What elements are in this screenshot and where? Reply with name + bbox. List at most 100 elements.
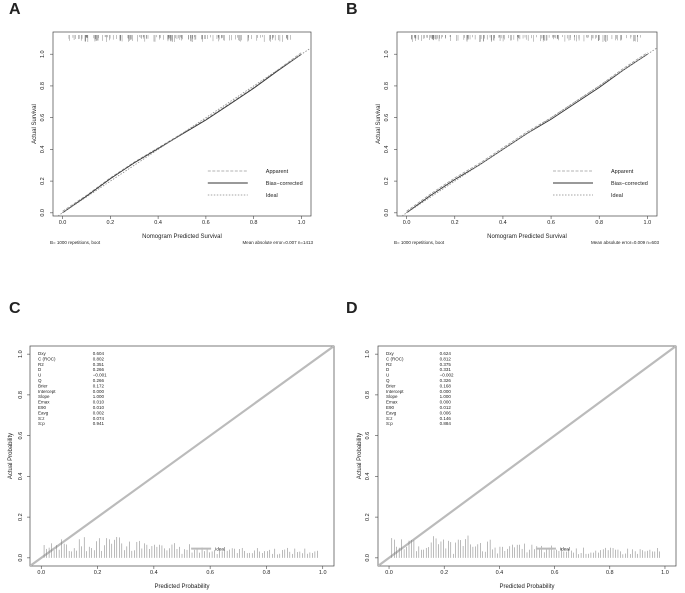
y-tick-label-c: 1.0 <box>18 350 24 358</box>
stat-value-c-9: 0.010 <box>93 400 105 405</box>
stat-name-d-13: S:p <box>386 421 393 426</box>
stat-value-d-6: 0.168 <box>440 383 452 388</box>
x-tick-label-a: 0.6 <box>202 220 210 226</box>
stat-name-c-1: C (ROC) <box>38 356 56 361</box>
footnote-right-a: Mean absolute error=0.007 n=1413 <box>242 240 313 245</box>
stat-name-c-7: Intercept <box>38 389 56 394</box>
footnote-right-b: Mean absolute error=0.009 n=603 <box>591 240 660 245</box>
x-tick-label-a: 0.8 <box>250 220 258 226</box>
stat-name-d-1: C (ROC) <box>386 356 404 361</box>
stat-name-d-8: Slope <box>386 394 398 399</box>
series-line-b-1 <box>406 53 648 214</box>
stat-value-d-12: 0.146 <box>440 416 452 421</box>
stat-value-d-0: 0.624 <box>440 351 452 356</box>
stat-value-d-9: 0.000 <box>440 400 452 405</box>
stat-value-d-8: 1.000 <box>440 394 452 399</box>
stat-name-d-10: E90 <box>386 405 395 410</box>
y-tick-label-b: 0.0 <box>384 209 390 217</box>
stat-name-d-7: Intercept <box>386 389 404 394</box>
stat-value-d-11: 0.006 <box>440 410 452 415</box>
y-axis-label-b: Actual Survival <box>376 104 382 144</box>
legend-label-a-1: Bias−corrected <box>266 181 303 187</box>
x-tick-label-a: 0.0 <box>59 220 67 226</box>
series-line-d-0 <box>378 346 676 566</box>
x-tick-label-b: 0.4 <box>499 220 507 226</box>
y-tick-label-d: 0.4 <box>365 473 371 481</box>
stat-value-d-4: −0.002 <box>440 373 454 378</box>
series-line-b-0 <box>406 52 648 212</box>
stat-value-c-3: 0.266 <box>93 367 105 372</box>
series-line-c-0 <box>30 346 334 566</box>
x-tick-label-b: 0.6 <box>547 220 555 226</box>
y-tick-label-d: 0.8 <box>365 391 371 399</box>
x-tick-label-a: 0.4 <box>154 220 162 226</box>
stat-name-c-9: Emax <box>38 400 50 405</box>
plot-frame-b <box>396 31 658 217</box>
stat-value-d-5: 0.326 <box>440 378 452 383</box>
stat-name-c-6: Brier <box>38 383 48 388</box>
stat-name-d-11: Eavg <box>386 410 397 415</box>
x-tick-label-c: 0.6 <box>206 570 214 576</box>
stat-value-d-3: 0.331 <box>440 367 452 372</box>
x-tick-label-d: 0.0 <box>385 570 393 576</box>
panel-letter-c: C <box>9 300 21 317</box>
y-tick-label-a: 0.8 <box>40 82 46 90</box>
x-tick-label-b: 0.8 <box>595 220 603 226</box>
y-tick-label-a: 0.0 <box>40 209 46 217</box>
y-axis-label-d: Actual Probability <box>357 433 363 479</box>
y-tick-label-c: 0.8 <box>18 391 24 399</box>
x-axis-label-c: Predicted Probability <box>154 584 209 590</box>
y-tick-label-a: 0.6 <box>40 114 46 122</box>
stat-name-c-12: S:z <box>38 416 45 421</box>
series-line-b-2 <box>401 47 657 216</box>
y-axis-label-a: Actual Survival <box>32 104 38 144</box>
stat-value-d-13: 0.884 <box>440 421 452 426</box>
y-tick-label-a: 1.0 <box>40 50 46 58</box>
footnote-left-a: B= 1000 repetitions, boot <box>50 240 101 245</box>
stat-value-c-6: 0.172 <box>93 383 105 388</box>
x-tick-label-c: 0.2 <box>94 570 102 576</box>
x-tick-label-c: 0.0 <box>37 570 45 576</box>
stat-name-c-3: D <box>38 367 42 372</box>
stat-name-d-2: R2 <box>386 362 392 367</box>
footnote-left-b: B= 1000 repetitions, boot <box>394 240 445 245</box>
x-tick-label-d: 0.8 <box>606 570 614 576</box>
y-tick-label-c: 0.4 <box>18 473 24 481</box>
x-tick-label-d: 1.0 <box>661 570 669 576</box>
legend-label-d: Ideal <box>560 547 570 552</box>
stat-value-c-0: 0.604 <box>93 351 105 356</box>
y-tick-label-b: 0.4 <box>384 146 390 154</box>
x-tick-label-a: 0.2 <box>107 220 115 226</box>
x-axis-label-d: Predicted Probability <box>499 584 554 590</box>
stat-name-c-2: R2 <box>38 362 44 367</box>
y-tick-label-b: 0.2 <box>384 177 390 185</box>
y-tick-label-d: 0.0 <box>365 554 371 562</box>
y-axis-label-c: Actual Probability <box>8 433 14 479</box>
legend-label-a-2: Ideal <box>266 193 278 199</box>
stat-name-c-11: Eavg <box>38 410 49 415</box>
stat-value-c-11: 0.002 <box>93 410 105 415</box>
y-tick-label-c: 0.6 <box>18 432 24 440</box>
stat-name-d-3: D <box>386 367 390 372</box>
stat-name-c-0: Dxy <box>38 351 46 356</box>
x-tick-label-a: 1.0 <box>298 220 306 226</box>
panel-letter-a: A <box>9 1 21 18</box>
legend-label-a-0: Apparent <box>266 169 289 175</box>
x-tick-label-d: 0.4 <box>496 570 504 576</box>
x-tick-label-b: 1.0 <box>644 220 652 226</box>
stat-value-c-13: 0.941 <box>93 421 105 426</box>
stat-name-c-8: Slope <box>38 394 50 399</box>
y-tick-label-a: 0.2 <box>40 177 46 185</box>
legend-label-c: Ideal <box>215 547 225 552</box>
panel-letter-b: B <box>346 1 358 18</box>
stat-value-d-10: 0.012 <box>440 405 452 410</box>
y-tick-label-b: 0.6 <box>384 114 390 122</box>
stat-value-c-1: 0.802 <box>93 356 105 361</box>
stat-name-d-12: S:z <box>386 416 393 421</box>
stat-value-c-5: 0.266 <box>93 378 105 383</box>
stat-value-d-2: 0.375 <box>440 362 452 367</box>
stat-name-c-10: E90 <box>38 405 47 410</box>
x-tick-label-d: 0.6 <box>551 570 559 576</box>
plot-frame-d <box>377 345 677 567</box>
stat-value-d-7: 0.000 <box>440 389 452 394</box>
